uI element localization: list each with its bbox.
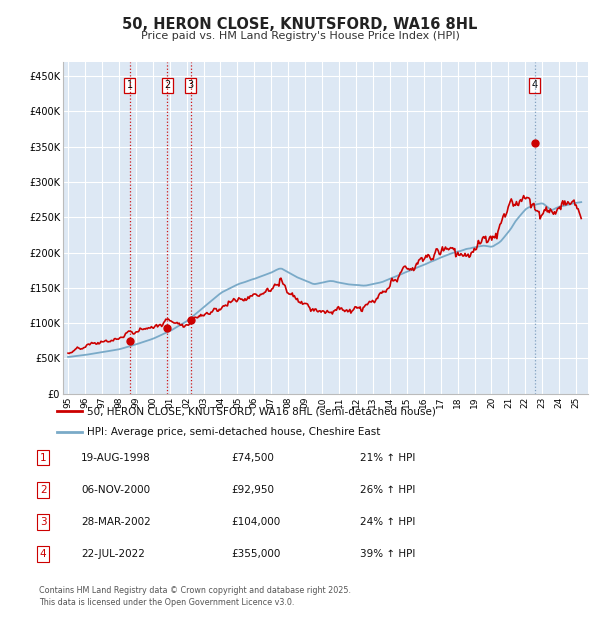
Text: 2: 2	[164, 80, 170, 91]
Text: Contains HM Land Registry data © Crown copyright and database right 2025.
This d: Contains HM Land Registry data © Crown c…	[39, 586, 351, 608]
Text: £355,000: £355,000	[231, 549, 280, 559]
Text: 19-AUG-1998: 19-AUG-1998	[81, 453, 151, 463]
Text: 22-JUL-2022: 22-JUL-2022	[81, 549, 145, 559]
Text: £104,000: £104,000	[231, 517, 280, 527]
Text: 24% ↑ HPI: 24% ↑ HPI	[360, 517, 415, 527]
Text: 26% ↑ HPI: 26% ↑ HPI	[360, 485, 415, 495]
Text: 3: 3	[188, 80, 194, 91]
Text: 06-NOV-2000: 06-NOV-2000	[81, 485, 150, 495]
Text: 4: 4	[40, 549, 47, 559]
Text: HPI: Average price, semi-detached house, Cheshire East: HPI: Average price, semi-detached house,…	[88, 427, 381, 436]
Text: 4: 4	[532, 80, 538, 91]
Text: 3: 3	[40, 517, 47, 527]
Text: 50, HERON CLOSE, KNUTSFORD, WA16 8HL (semi-detached house): 50, HERON CLOSE, KNUTSFORD, WA16 8HL (se…	[88, 406, 436, 416]
Text: 2: 2	[40, 485, 47, 495]
Text: 28-MAR-2002: 28-MAR-2002	[81, 517, 151, 527]
Text: 1: 1	[127, 80, 133, 91]
Text: 21% ↑ HPI: 21% ↑ HPI	[360, 453, 415, 463]
Text: 39% ↑ HPI: 39% ↑ HPI	[360, 549, 415, 559]
Text: 1: 1	[40, 453, 47, 463]
Text: £74,500: £74,500	[231, 453, 274, 463]
Text: £92,950: £92,950	[231, 485, 274, 495]
Text: Price paid vs. HM Land Registry's House Price Index (HPI): Price paid vs. HM Land Registry's House …	[140, 31, 460, 41]
Text: 50, HERON CLOSE, KNUTSFORD, WA16 8HL: 50, HERON CLOSE, KNUTSFORD, WA16 8HL	[122, 17, 478, 32]
